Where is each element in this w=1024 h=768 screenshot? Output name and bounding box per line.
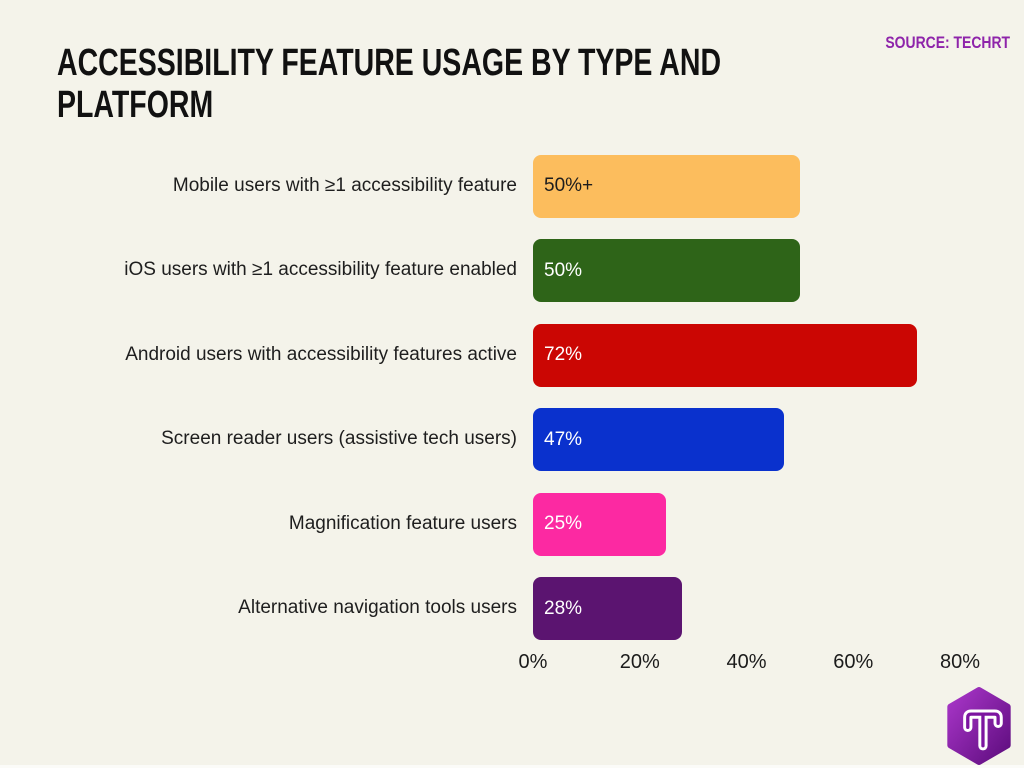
bar-track: 50%+	[533, 154, 963, 218]
bar-track: 28%	[533, 577, 963, 641]
techrt-hexagon-logo	[947, 687, 1011, 765]
chart-row: Mobile users with ≥1 accessibility featu…	[40, 144, 1000, 229]
x-tick-label: 0%	[518, 651, 548, 673]
bar-value-label: 50%+	[544, 175, 594, 197]
x-tick-label: 60%	[833, 651, 874, 673]
source-label: SOURCE: TECHRT	[885, 33, 1010, 52]
bar-track: 72%	[533, 323, 963, 387]
bar-track: 25%	[533, 492, 963, 556]
bar-5[interactable]: 25%	[533, 492, 667, 556]
x-tick-label: 20%	[619, 651, 660, 673]
chart-title-line-1: ACCESSIBILITY FEATURE USAGE BY TYPE AND	[57, 42, 722, 84]
bar-value-label: 72%	[544, 344, 583, 366]
bar-2[interactable]: 50%	[533, 239, 800, 303]
chart-row: Screen reader users (assistive tech user…	[40, 398, 1000, 483]
bar-value-label: 50%	[544, 259, 583, 281]
chart-row: Android users with accessibility feature…	[40, 313, 1000, 398]
bar-4[interactable]: 47%	[533, 408, 784, 472]
x-axis: 0% 20% 40% 60% 80%	[519, 651, 980, 679]
chart-row: Magnification feature users 25%	[40, 482, 1000, 567]
chart-title: ACCESSIBILITY FEATURE USAGE BY TYPE AND …	[57, 42, 721, 126]
x-tick-label: 40%	[726, 651, 767, 673]
bar-track: 50%	[533, 239, 963, 303]
bar-3[interactable]: 72%	[533, 323, 918, 387]
chart-rows: Mobile users with ≥1 accessibility featu…	[40, 144, 1000, 651]
category-label: Magnification feature users	[288, 512, 517, 534]
bar-track: 47%	[533, 408, 963, 472]
category-label: iOS users with ≥1 accessibility feature …	[124, 259, 517, 281]
chart-row: iOS users with ≥1 accessibility feature …	[40, 229, 1000, 314]
category-label: Alternative navigation tools users	[238, 597, 517, 619]
bar-1[interactable]: 50%+	[533, 154, 800, 218]
category-label: Mobile users with ≥1 accessibility featu…	[172, 174, 517, 196]
bar-value-label: 47%	[544, 428, 583, 450]
category-label: Android users with accessibility feature…	[125, 343, 517, 365]
chart-row: Alternative navigation tools users 28%	[40, 567, 1000, 652]
bar-6[interactable]: 28%	[533, 577, 683, 641]
chart-title-line-2: PLATFORM	[57, 84, 214, 126]
bar-value-label: 28%	[544, 597, 583, 619]
page-title: ACCESSIBILITY FEATURE USAGE BY TYPE AND …	[57, 42, 721, 126]
logo-letter-t	[963, 709, 1003, 751]
page-bottom-edge	[0, 765, 1024, 768]
bar-chart: Mobile users with ≥1 accessibility featu…	[40, 144, 1000, 651]
bar-value-label: 25%	[544, 513, 583, 535]
category-label: Screen reader users (assistive tech user…	[161, 428, 517, 450]
x-tick-label: 80%	[939, 651, 981, 673]
